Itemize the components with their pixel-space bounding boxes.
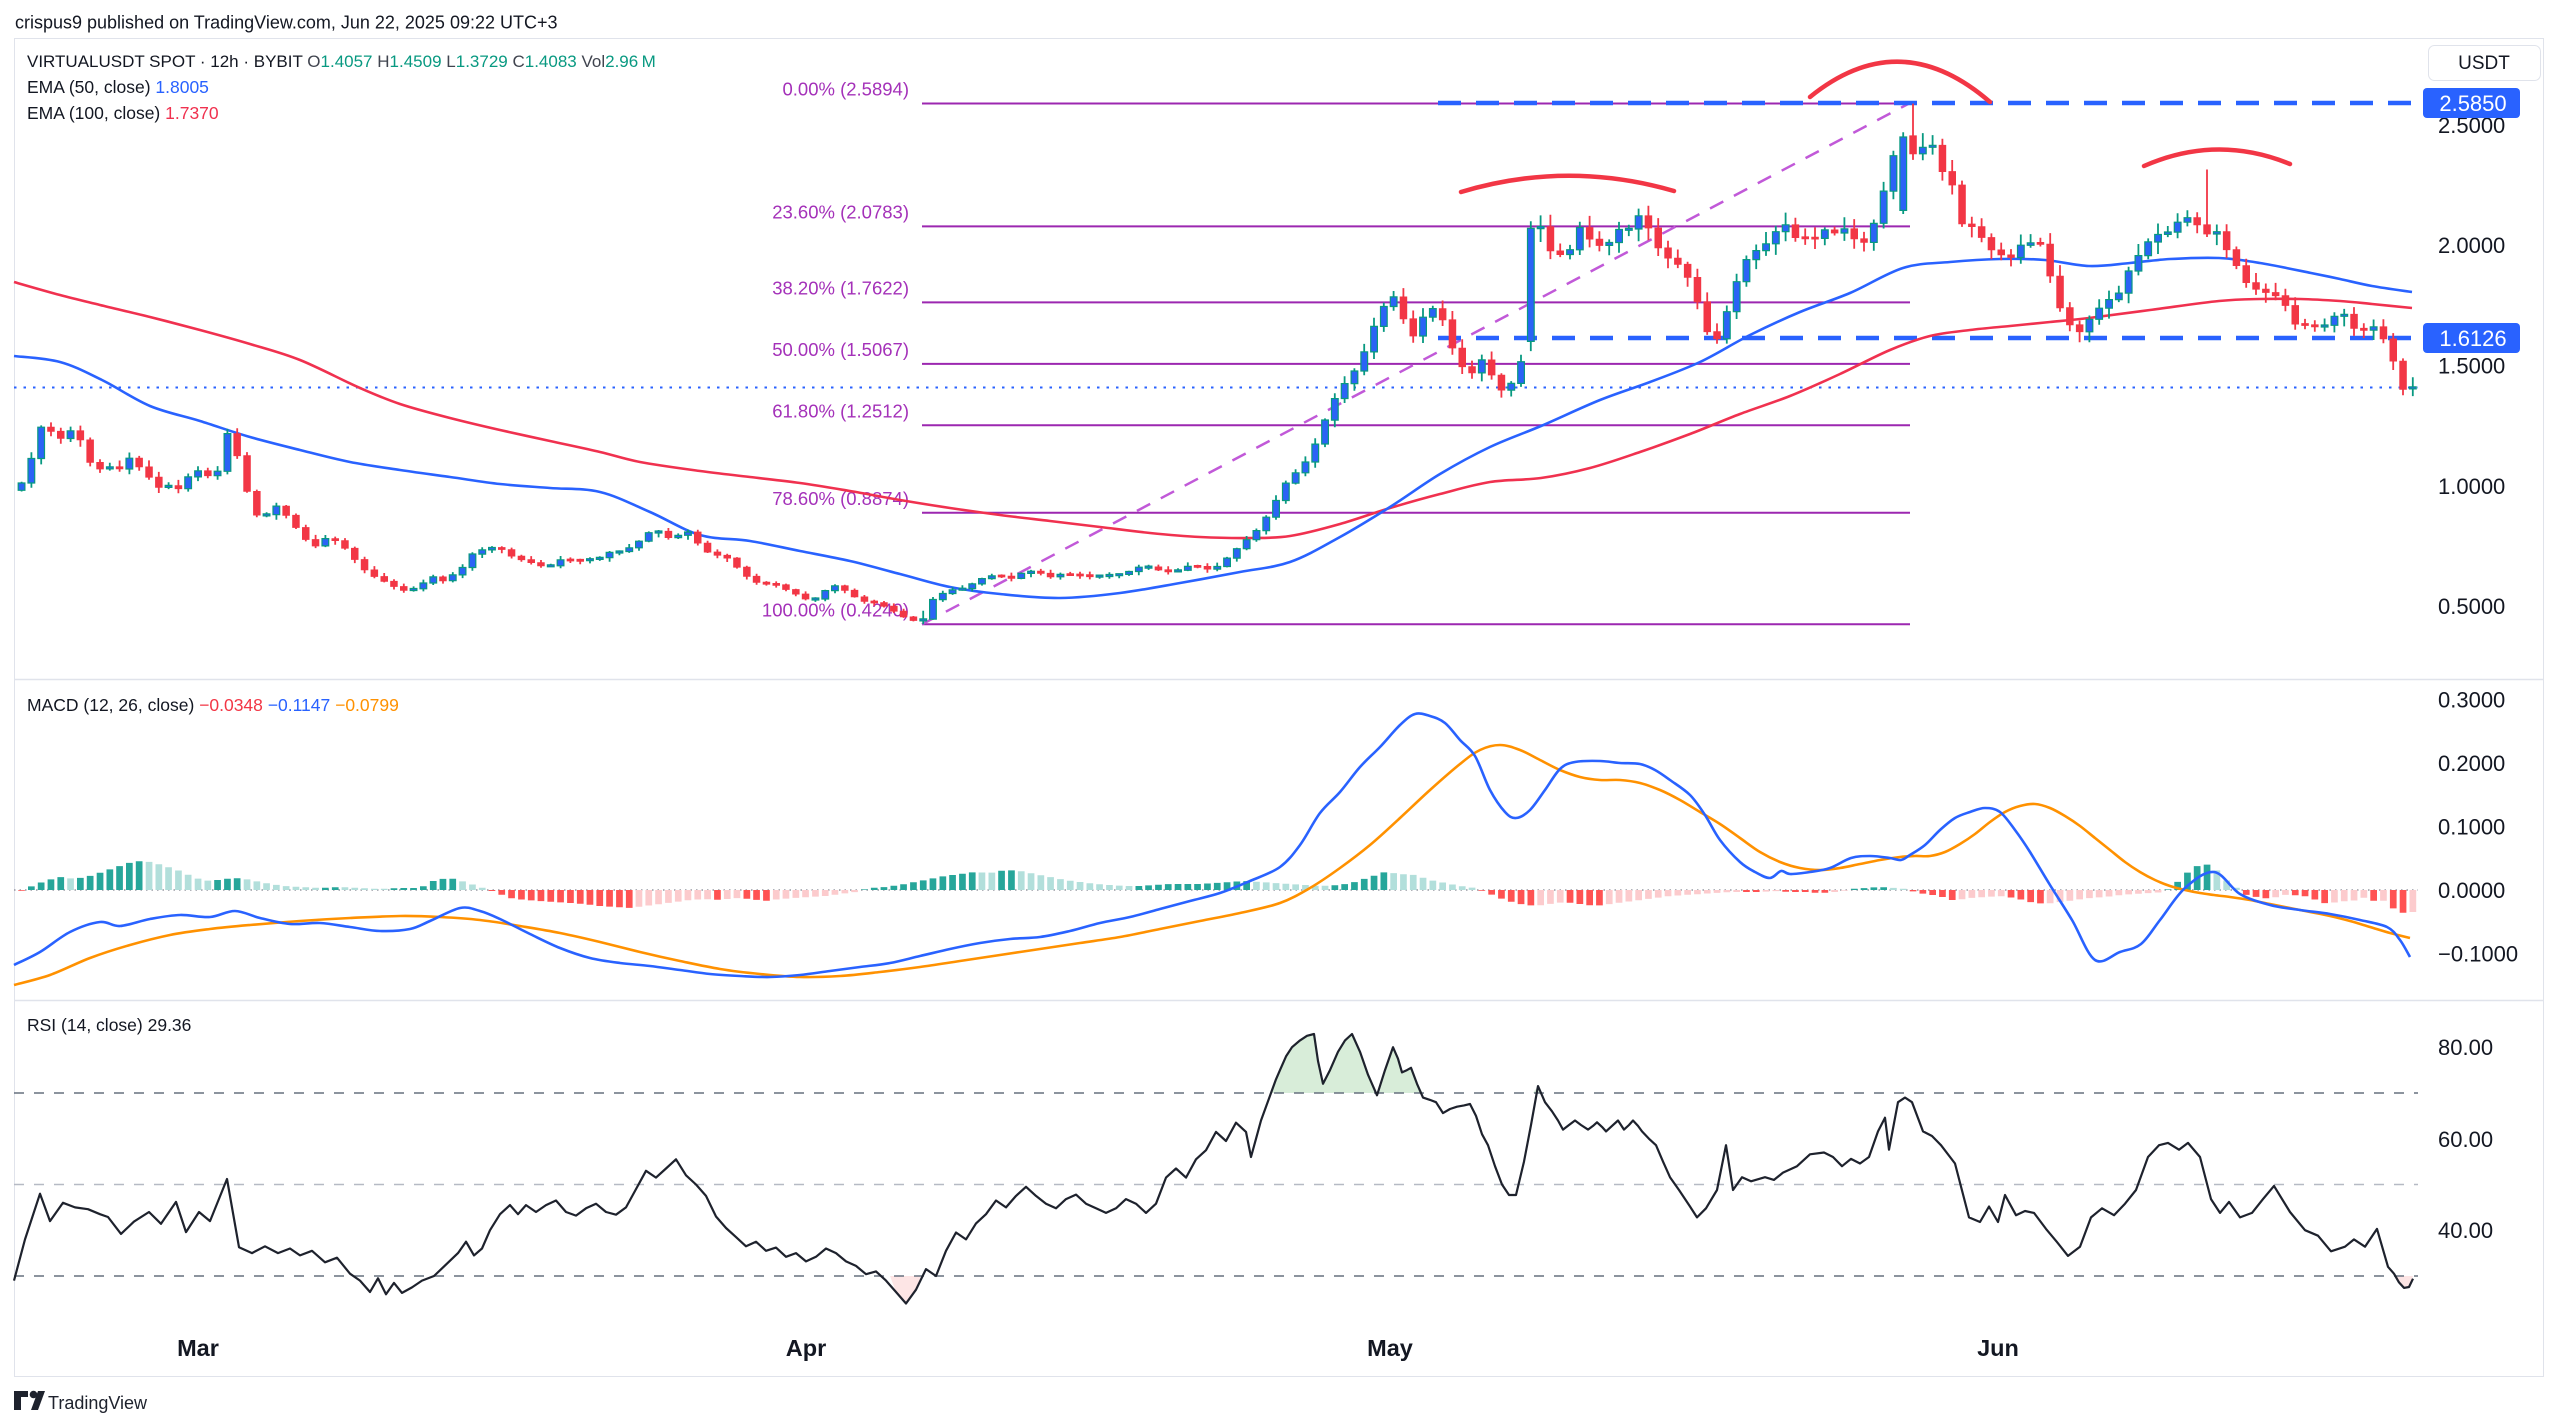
svg-text:EMA (50, close) 1.8005: EMA (50, close) 1.8005 <box>27 77 209 97</box>
svg-text:80.00: 80.00 <box>2438 1035 2493 1060</box>
svg-text:1.5000: 1.5000 <box>2438 354 2505 379</box>
svg-text:USDT: USDT <box>2458 53 2510 74</box>
svg-text:VIRTUALUSDT SPOT · 12h · BYBIT: VIRTUALUSDT SPOT · 12h · BYBIT O1.4057 H… <box>27 52 656 71</box>
svg-text:23.60% (2.0783): 23.60% (2.0783) <box>772 201 909 222</box>
svg-text:0.5000: 0.5000 <box>2438 594 2505 619</box>
svg-text:TradingView: TradingView <box>48 1393 148 1413</box>
svg-text:−0.1000: −0.1000 <box>2438 942 2518 967</box>
svg-text:40.00: 40.00 <box>2438 1218 2493 1243</box>
svg-text:60.00: 60.00 <box>2438 1127 2493 1152</box>
svg-text:crispus9 published on TradingV: crispus9 published on TradingView.com, J… <box>15 13 558 33</box>
svg-text:2.5850: 2.5850 <box>2439 91 2506 116</box>
svg-text:0.00% (2.5894): 0.00% (2.5894) <box>782 79 909 100</box>
svg-text:0.0000: 0.0000 <box>2438 878 2505 903</box>
svg-text:EMA (100, close) 1.7370: EMA (100, close) 1.7370 <box>27 103 219 123</box>
svg-text:MACD (12, 26, close) −0.0348: MACD (12, 26, close) −0.0348 −0.1147 −0.… <box>27 695 399 715</box>
svg-text:Mar: Mar <box>177 1335 219 1361</box>
svg-text:61.80% (1.2512): 61.80% (1.2512) <box>772 400 909 421</box>
svg-text:Jun: Jun <box>1977 1335 2019 1361</box>
svg-text:0.1000: 0.1000 <box>2438 815 2505 840</box>
svg-text:2.0000: 2.0000 <box>2438 233 2505 258</box>
svg-text:May: May <box>1367 1335 1413 1361</box>
svg-text:0.2000: 0.2000 <box>2438 751 2505 776</box>
svg-text:Apr: Apr <box>786 1335 826 1361</box>
svg-text:RSI (14, close) 29.36: RSI (14, close) 29.36 <box>27 1015 191 1035</box>
svg-text:0.3000: 0.3000 <box>2438 688 2505 713</box>
svg-text:50.00% (1.5067): 50.00% (1.5067) <box>772 339 909 360</box>
svg-text:1.6126: 1.6126 <box>2439 326 2506 351</box>
svg-text:78.60% (0.8874): 78.60% (0.8874) <box>772 488 909 509</box>
svg-text:38.20% (1.7622): 38.20% (1.7622) <box>772 277 909 298</box>
svg-text:1.0000: 1.0000 <box>2438 474 2505 499</box>
svg-text:100.00% (0.4240): 100.00% (0.4240) <box>762 599 909 620</box>
